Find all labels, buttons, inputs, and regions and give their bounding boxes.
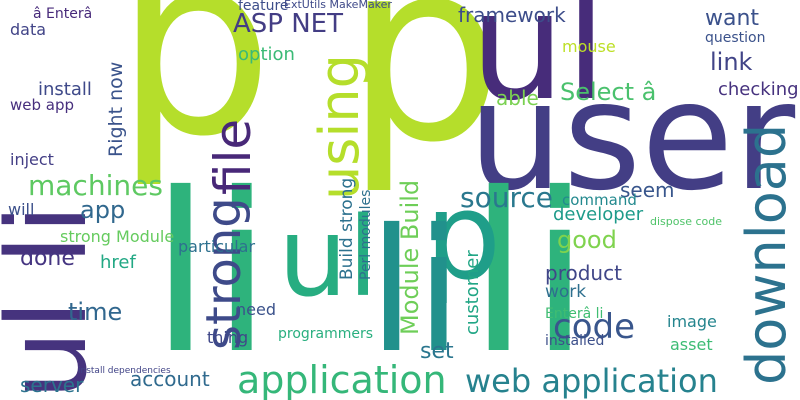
word: ExtUtils MakeMaker [284,0,392,11]
word: machines [28,169,163,202]
word: will [8,200,34,219]
word: code [553,307,635,347]
word: link [710,48,753,76]
word: â Enterâ [33,6,92,22]
word: seem [620,178,675,202]
word: command [562,191,637,209]
word: ul [278,193,378,321]
word: need [236,300,276,319]
word: app [80,196,125,224]
word: file [204,119,262,195]
word: web app [10,96,74,114]
word: dispose code [650,215,722,228]
word: li [368,193,462,391]
word: installed [545,333,604,349]
word: asset [670,335,713,354]
word: Module Build [396,180,424,335]
word: ASP NET [233,9,343,39]
word: server [20,373,84,397]
word: web application [465,362,718,400]
word: want [705,6,759,31]
word: Enterâ li [545,306,603,322]
word: application [237,358,447,400]
word: account [130,367,210,391]
word: work [545,282,586,302]
word: Select â [560,78,656,106]
word: li [0,204,111,265]
word: inject [10,150,54,169]
word: image [667,312,717,331]
word: li [468,146,590,400]
word: framework [458,3,566,27]
word: user [468,50,796,224]
word: question [705,30,765,46]
word: developer [553,204,644,225]
word: ul [0,300,111,400]
word: programmers [278,326,373,342]
word: using [308,54,371,200]
word: done [20,246,75,271]
word: p [115,0,274,191]
word: p [425,168,501,307]
word: mouse [562,37,616,56]
word: href [100,252,136,273]
word: customer [462,250,483,335]
word: source [460,181,553,214]
word: strong Module [60,227,174,246]
word: Build strong [337,178,357,280]
word: good [557,226,617,254]
word: p [345,0,504,197]
word: thing [207,328,248,347]
word: data [10,20,46,39]
word: Perl modules [358,190,374,280]
word: product [545,261,622,285]
word: li [150,146,272,400]
word: time [68,298,122,326]
word: checking [718,79,799,100]
word: download [735,124,798,385]
word: install dependencies [78,366,171,376]
word: install [38,79,92,100]
word: particular [178,237,255,256]
word: ul [470,0,607,134]
word: able [496,86,539,110]
word: set [420,339,454,364]
word: feature [238,0,289,14]
word: Right now [105,62,127,157]
word: option [238,44,295,65]
word: strong [196,197,252,350]
